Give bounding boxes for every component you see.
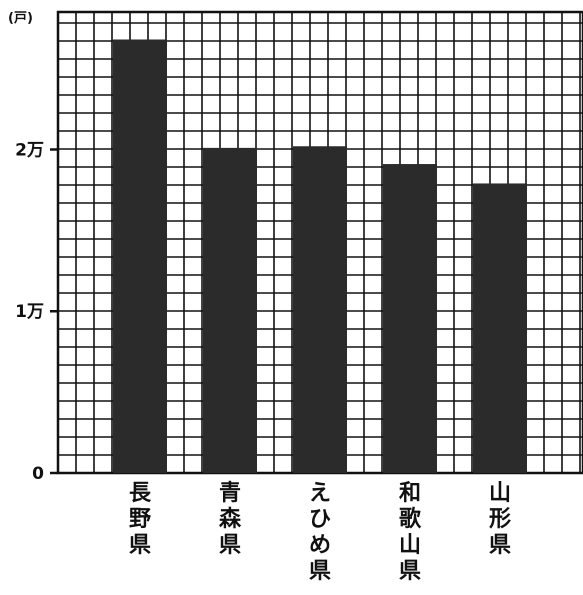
y-tick-label: 0 <box>32 464 44 484</box>
bar <box>293 146 347 473</box>
y-tick-label: 2万 <box>15 140 44 160</box>
y-tick-label: 1万 <box>15 302 44 322</box>
x-tick-label: えひめ県 <box>309 481 331 584</box>
x-tick-label: 青森県 <box>219 481 242 558</box>
bar <box>113 39 167 474</box>
chart-bars <box>113 39 527 474</box>
x-tick-label: 和歌山県 <box>399 481 422 584</box>
bar <box>383 164 437 473</box>
x-tick-labels: 長野県 青森県 えひめ県 和歌山県 山形県 <box>129 481 511 584</box>
bar <box>473 183 527 473</box>
y-tick-labels: 0 1万 2万 <box>15 140 44 484</box>
x-tick-label: 山形県 <box>489 481 511 558</box>
bar <box>203 147 257 473</box>
y-axis-unit-label: (戸) <box>8 11 33 26</box>
x-tick-label: 長野県 <box>129 481 152 558</box>
